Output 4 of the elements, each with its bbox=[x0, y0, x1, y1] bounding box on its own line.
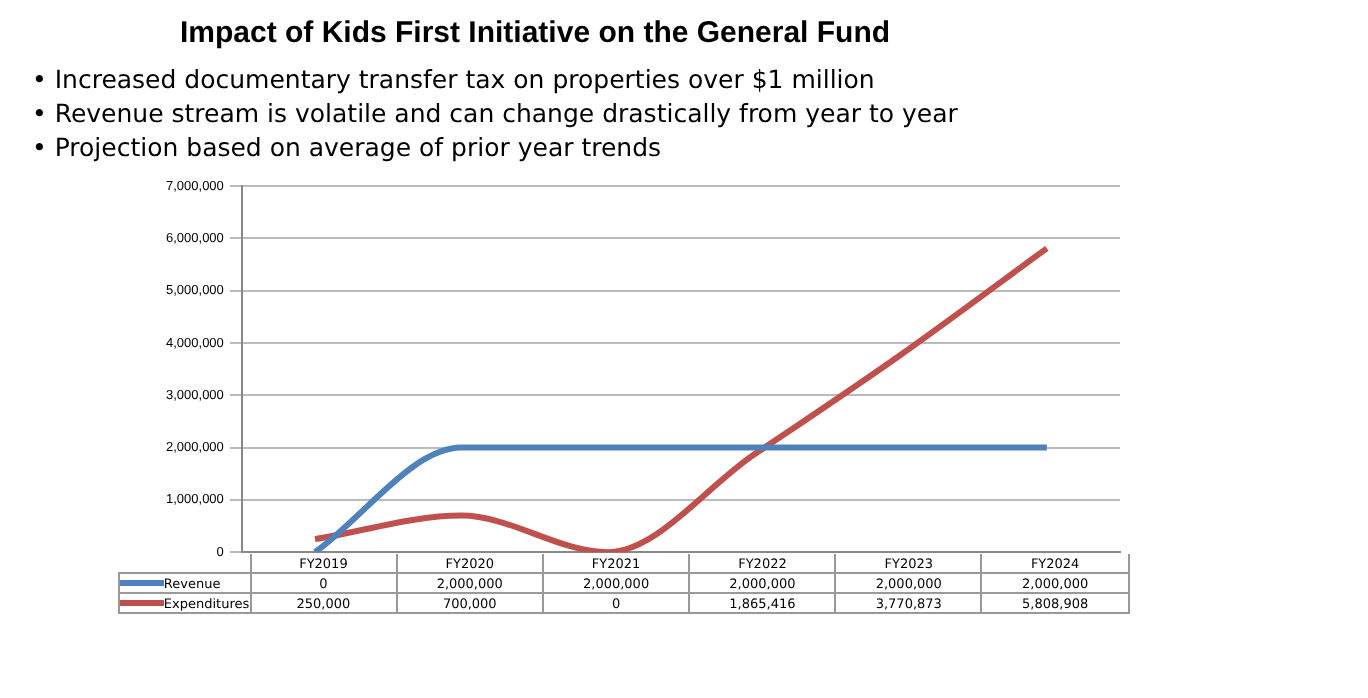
chart-title: Impact of Kids First Initiative on the General Fund bbox=[180, 16, 891, 50]
text: • Revenue stream is volatile and can change drastically from year to year bbox=[32, 96, 958, 130]
text: • Projection based on average of prior year trends bbox=[32, 130, 664, 164]
text: • Increased documentary transfer tax on properties over $1 million bbox=[32, 62, 877, 96]
